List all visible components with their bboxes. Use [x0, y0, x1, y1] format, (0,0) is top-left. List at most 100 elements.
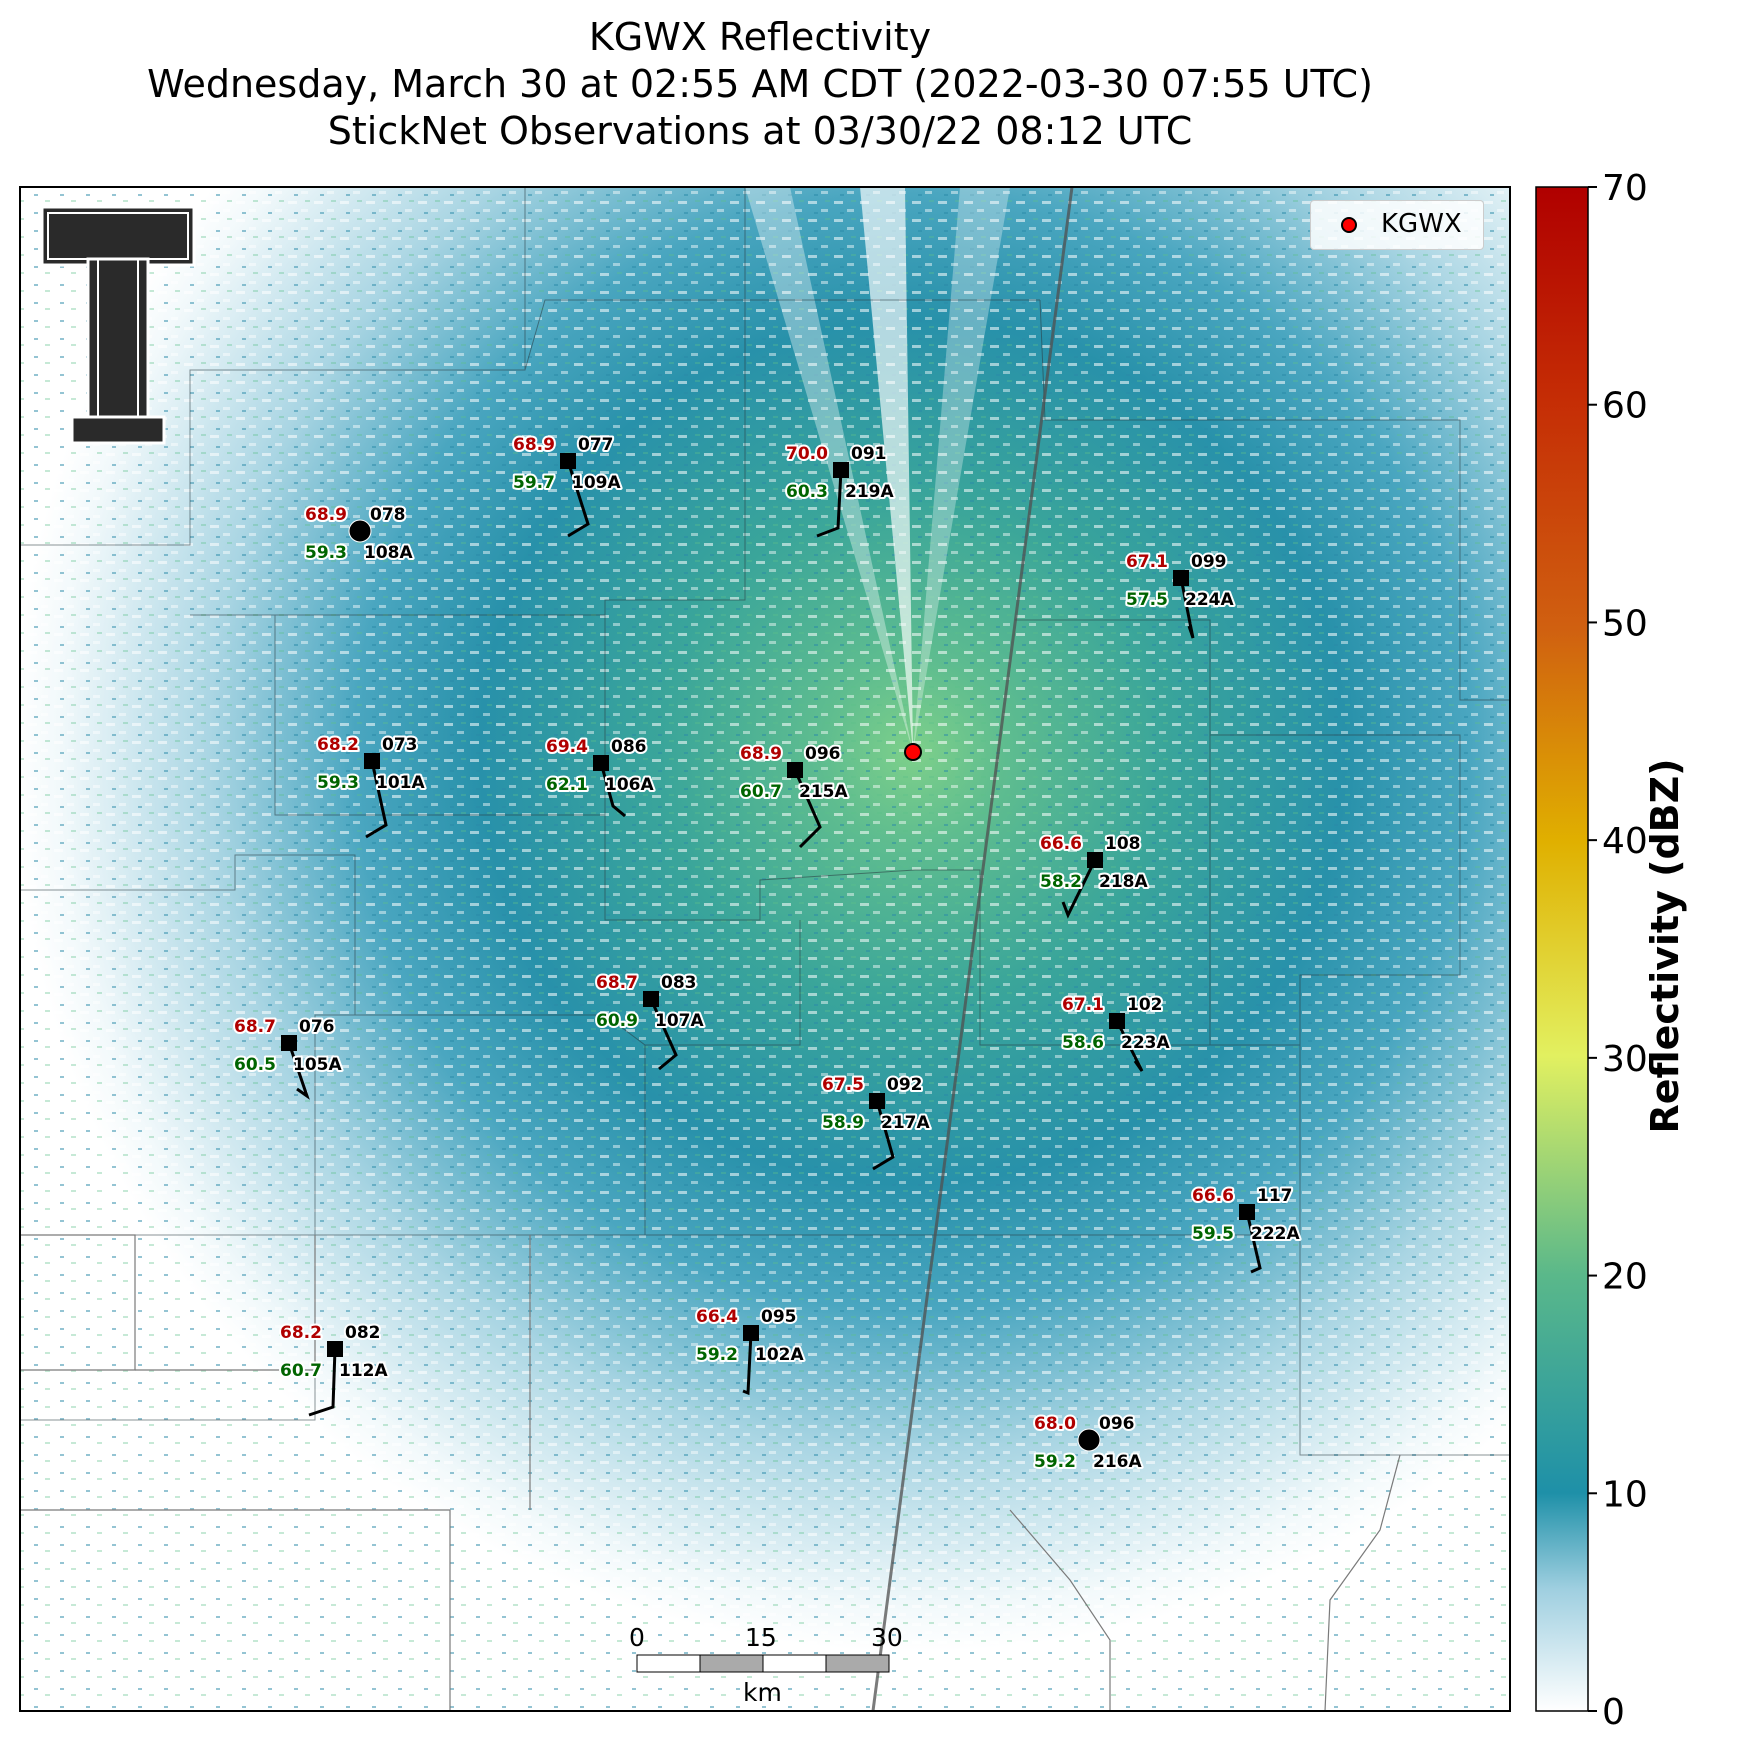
state-boundaries: [20, 1234, 1401, 1711]
map-legend: KGWX: [1310, 200, 1484, 250]
station-215A[interactable]: 68.9 096 60.7 215A: [738, 742, 850, 849]
station-dewpoint: 59.7: [513, 473, 555, 493]
station-109A[interactable]: 68.9 077 59.7 109A: [511, 433, 623, 538]
colorbar-tick-label: 20: [1602, 1257, 1648, 1298]
wind-barb-icon: [649, 998, 678, 1071]
station-temperature: 67.5: [822, 1075, 864, 1095]
station-216A[interactable]: 68.0 096 59.2 216A: [1032, 1412, 1144, 1474]
station-wind-direction: 091: [851, 444, 887, 464]
station-marker-icon: [787, 762, 803, 778]
station-temperature: 68.7: [596, 973, 638, 993]
radar-reflectivity-field: [20, 187, 1510, 1711]
station-temperature: 69.4: [546, 737, 588, 757]
station-temperature: 68.9: [740, 744, 782, 764]
colorbar: [1535, 186, 1589, 1712]
station-id: 216A: [1093, 1452, 1142, 1472]
colorbar-tick-label: 70: [1602, 168, 1648, 209]
scale-bar: [636, 1654, 890, 1673]
station-id: 107A: [655, 1011, 704, 1031]
station-id: 105A: [293, 1055, 342, 1075]
wind-barb-icon: [599, 762, 626, 818]
colorbar-tick-label: 0: [1602, 1692, 1625, 1733]
station-temperature: 66.6: [1040, 834, 1082, 854]
station-217A[interactable]: 67.5 092 58.9 217A: [820, 1073, 932, 1171]
station-wind-direction: 096: [1099, 1414, 1135, 1434]
station-106A[interactable]: 69.4 086 62.1 106A: [544, 735, 656, 818]
station-dewpoint: 60.7: [280, 1361, 322, 1381]
calm-wind-marker-icon: [1077, 1428, 1101, 1452]
station-temperature: 68.2: [280, 1323, 322, 1343]
title-line-2: Wednesday, March 30 at 02:55 AM CDT (202…: [147, 62, 1373, 106]
highway-line: [871, 187, 1074, 1711]
station-wind-direction: 086: [611, 737, 647, 757]
station-223A[interactable]: 67.1 102 58.6 223A: [1060, 993, 1172, 1072]
county-boundaries: [20, 187, 1510, 1456]
wind-barb-icon: [1061, 859, 1097, 919]
station-id: 102A: [755, 1345, 804, 1365]
wind-barb-icon: [365, 760, 388, 839]
station-id: 112A: [339, 1361, 388, 1381]
station-102A[interactable]: 66.4 095 59.2 102A: [694, 1305, 806, 1396]
map-frame: [19, 186, 1511, 1712]
colorbar-tick-label: 30: [1602, 1039, 1648, 1080]
station-224A[interactable]: 67.1 099 57.5 224A: [1124, 550, 1236, 639]
wind-barb-icon: [308, 1348, 337, 1417]
station-dewpoint: 59.3: [317, 773, 359, 793]
station-222A[interactable]: 66.6 117 59.5 222A: [1190, 1184, 1302, 1274]
station-wind-direction: 117: [1257, 1186, 1293, 1206]
calm-wind-marker-icon: [348, 519, 372, 543]
title-line-1: KGWX Reflectivity: [588, 15, 932, 59]
wind-barb-icon: [1179, 577, 1195, 639]
sticknet-stations: 68.9 077 59.7 109A 70.0 091 60.3 219A 68.9 078 59.…: [232, 433, 1302, 1474]
station-dewpoint: 60.9: [596, 1011, 638, 1031]
station-temperature: 67.1: [1062, 995, 1104, 1015]
station-id: 222A: [1251, 1224, 1300, 1244]
station-dewpoint: 58.6: [1062, 1033, 1104, 1053]
colorbar-label: Reflectivity (dBZ): [1643, 758, 1687, 1134]
wind-barb-icon: [287, 1042, 310, 1100]
scale-label-15: 15: [745, 1623, 777, 1652]
station-218A[interactable]: 66.6 108 58.2 218A: [1038, 832, 1150, 919]
station-108A[interactable]: 68.9 078 59.3 108A: [303, 503, 415, 565]
station-temperature: 68.7: [234, 1017, 276, 1037]
chart-title: KGWX Reflectivity Wednesday, March 30 at…: [20, 14, 1500, 155]
station-id: 217A: [881, 1113, 930, 1133]
station-101A[interactable]: 68.2 073 59.3 101A: [315, 733, 427, 839]
wind-barb-icon: [793, 769, 822, 849]
station-112A[interactable]: 68.2 082 60.7 112A: [278, 1321, 390, 1417]
station-temperature: 66.6: [1192, 1186, 1234, 1206]
station-wind-direction: 083: [661, 973, 697, 993]
station-id: 108A: [364, 543, 413, 563]
texas-tech-logo-icon: [40, 205, 196, 445]
station-wind-direction: 082: [345, 1323, 381, 1343]
station-wind-direction: 078: [370, 505, 406, 525]
station-107A[interactable]: 68.7 083 60.9 107A: [594, 971, 706, 1071]
colorbar-tick-label: 40: [1602, 821, 1648, 862]
wind-barb-icon: [1245, 1211, 1262, 1274]
scale-label-0: 0: [629, 1623, 645, 1652]
wind-barb-icon: [566, 460, 590, 538]
station-temperature: 70.0: [786, 444, 828, 464]
station-219A[interactable]: 70.0 091 60.3 219A: [784, 442, 896, 538]
station-dewpoint: 58.2: [1040, 872, 1082, 892]
wind-barb-icon: [872, 1100, 895, 1171]
station-wind-direction: 102: [1127, 995, 1163, 1015]
colorbar-tick-label: 10: [1602, 1474, 1648, 1515]
station-marker-icon: [1087, 852, 1103, 868]
radar-site-marker[interactable]: [904, 743, 922, 761]
station-marker-icon: [869, 1093, 885, 1109]
station-temperature: 68.0: [1034, 1414, 1076, 1434]
station-id: 224A: [1185, 590, 1234, 610]
station-wind-direction: 077: [578, 435, 614, 455]
station-id: 218A: [1099, 872, 1148, 892]
station-temperature: 66.4: [696, 1307, 738, 1327]
legend-label: KGWX: [1381, 209, 1462, 239]
station-marker-icon: [643, 991, 659, 1007]
station-marker-icon: [560, 453, 576, 469]
station-temperature: 67.1: [1126, 552, 1168, 572]
scale-label-30: 30: [871, 1623, 903, 1652]
scale-unit: km: [743, 1678, 782, 1707]
station-wind-direction: 095: [761, 1307, 797, 1327]
station-105A[interactable]: 68.7 076 60.5 105A: [232, 1015, 344, 1100]
